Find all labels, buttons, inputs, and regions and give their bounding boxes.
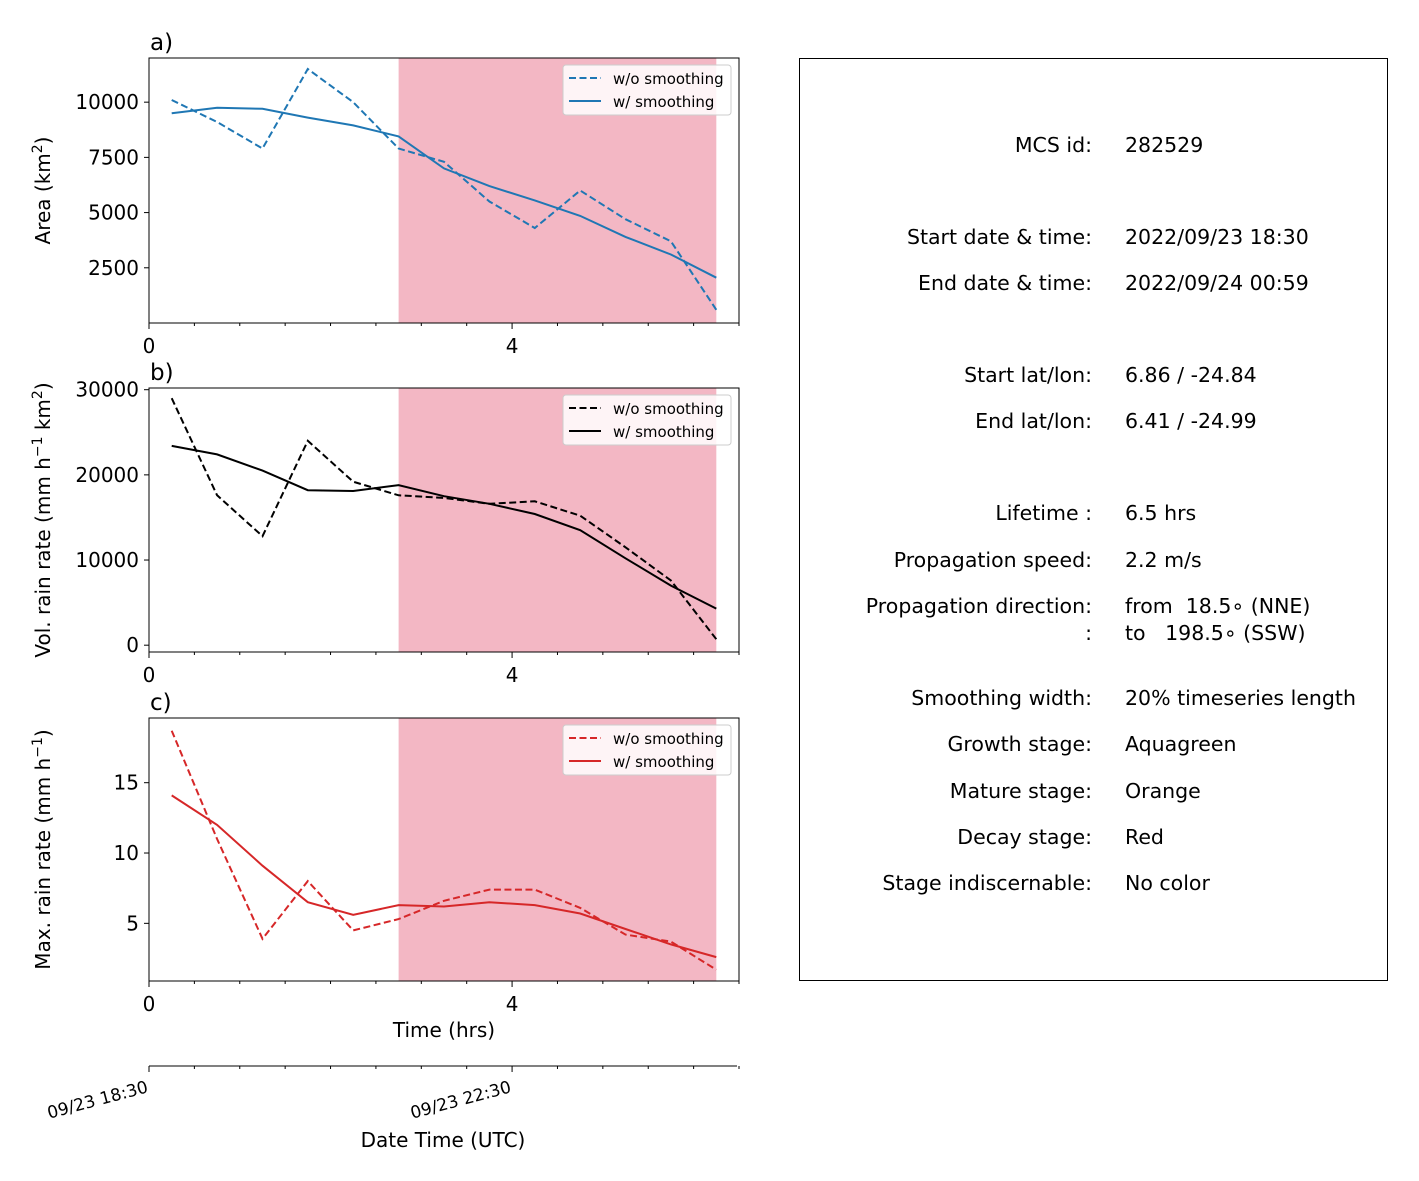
mcs-info-panel: MCS id: 282529 Start date & time: 2022/09/2… [799, 58, 1388, 981]
info-key: Propagation speed: [893, 548, 1092, 572]
axes-frame [148, 717, 740, 982]
info-row: Start lat/lon: 6.86 / -24.84 [800, 363, 1387, 391]
info-row: End date & time: 2022/09/24 00:59 [800, 271, 1387, 299]
info-value: Red [1125, 825, 1164, 849]
info-value: 282529 [1125, 133, 1204, 157]
panel-b: 0 10000 20000 30000 0 4 b) Vol. rain rate (mm h… [30, 360, 740, 687]
series-line-smoothed [171, 106, 717, 279]
x-tick-label: 4 [506, 334, 519, 358]
datetime-tick-label: 09/23 22:30 [408, 1078, 513, 1124]
legend-box [562, 394, 732, 446]
info-key: Decay stage: [957, 825, 1092, 849]
y-tick-label: 30000 [75, 378, 139, 402]
info-key: End date & time: [918, 271, 1092, 295]
series-line-raw [171, 67, 718, 311]
y-tick-label: 5 [126, 911, 139, 935]
panel-label: b) [150, 360, 174, 386]
axes-frame [148, 387, 740, 653]
info-value: 2022/09/24 00:59 [1125, 271, 1309, 295]
info-row: : to 198.5∘ (SSW) [800, 621, 1387, 649]
y-tick-label: 0 [126, 633, 139, 657]
info-row: Propagation speed: 2.2 m/s [800, 548, 1387, 576]
info-row: Propagation direction: from 18.5∘ (NNE) [800, 594, 1387, 622]
info-key: Smoothing width: [911, 686, 1092, 710]
panel-label: c) [150, 690, 172, 716]
info-row: End lat/lon: 6.41 / -24.99 [800, 409, 1387, 437]
series-line-raw [170, 730, 717, 971]
info-value: 6.5 hrs [1125, 501, 1197, 525]
y-tick-label: 10000 [75, 548, 139, 572]
info-key: Mature stage: [949, 779, 1092, 803]
info-key: Stage indiscernable: [882, 871, 1092, 895]
info-key: End lat/lon: [975, 409, 1092, 433]
datetime-tick-label: 09/23 18:30 [45, 1078, 150, 1124]
axes-frame [148, 57, 740, 324]
y-tick-label: 10000 [75, 90, 139, 114]
info-key: Propagation direction: [865, 594, 1092, 618]
x-tick-label: 0 [143, 334, 156, 358]
info-row: Lifetime : 6.5 hrs [800, 501, 1387, 529]
y-tick-label: 2500 [88, 256, 139, 280]
legend-box [562, 64, 732, 116]
info-row: Growth stage: Aquagreen [800, 732, 1387, 760]
panel-c: 5 10 15 0 4 c) Max. rain rate (mm h−1) w/o smoo… [30, 690, 740, 1042]
y-tick-label: 15 [114, 771, 139, 795]
legend-label-smoothed: w/ smoothing [613, 93, 714, 111]
y-axis-label: Area (km2) [30, 137, 55, 245]
series-line-raw [170, 397, 718, 640]
y-tick-label: 7500 [88, 145, 139, 169]
y-tick-label: 10 [114, 841, 139, 865]
info-row: Mature stage: Orange [800, 779, 1387, 807]
info-value: No color [1125, 871, 1210, 895]
legend-label-raw: w/o smoothing [613, 70, 724, 88]
series-line-smoothed [171, 444, 717, 610]
info-value: 2022/09/23 18:30 [1125, 225, 1309, 249]
info-row: Stage indiscernable: No color [800, 871, 1387, 899]
info-row: Start date & time: 2022/09/23 18:30 [800, 225, 1387, 253]
y-axis-label: Vol. rain rate (mm h−1 km2) [30, 382, 55, 657]
info-value: Aquagreen [1125, 732, 1237, 756]
info-value: Orange [1125, 779, 1201, 803]
info-value: 6.41 / -24.99 [1125, 409, 1257, 433]
info-value: 2.2 m/s [1125, 548, 1202, 572]
info-key: Growth stage: [947, 732, 1092, 756]
y-axis-label: Max. rain rate (mm h−1) [30, 729, 55, 969]
info-row: Smoothing width: 20% timeseries length [800, 686, 1387, 714]
x-tick-label: 4 [506, 663, 519, 687]
info-value: to 198.5∘ (SSW) [1125, 621, 1306, 645]
info-value: from 18.5∘ (NNE) [1125, 594, 1311, 618]
x-tick-label: 4 [506, 992, 519, 1016]
info-key: Start date & time: [906, 225, 1092, 249]
legend-label-raw: w/o smoothing [613, 730, 724, 748]
info-row: MCS id: 282529 [800, 133, 1387, 161]
legend-label-smoothed: w/ smoothing [613, 753, 714, 771]
y-tick-label: 20000 [75, 463, 139, 487]
x-axis-label: Time (hrs) [392, 1018, 495, 1042]
panel-label: a) [150, 30, 173, 56]
series-line-smoothed [171, 794, 717, 959]
datetime-axis-label: Date Time (UTC) [361, 1128, 526, 1152]
x-tick-label: 0 [143, 663, 156, 687]
info-row: Decay stage: Red [800, 825, 1387, 853]
info-key: Start lat/lon: [964, 363, 1092, 387]
legend-label-smoothed: w/ smoothing [613, 423, 714, 441]
y-tick-label: 5000 [88, 201, 139, 225]
datetime-axis: 09/23 18:30 09/23 22:30 Date Time (UTC) [45, 1065, 740, 1152]
legend-label-raw: w/o smoothing [613, 400, 724, 418]
x-tick-label: 0 [143, 992, 156, 1016]
info-value: 20% timeseries length [1125, 686, 1356, 710]
info-value: 6.86 / -24.84 [1125, 363, 1257, 387]
info-key: MCS id: [1014, 133, 1092, 157]
legend-box [562, 724, 732, 776]
info-key: : [1085, 621, 1092, 645]
panel-a: 2500 5000 7500 10000 0 4 a) Area (km2) w/o smoot… [30, 30, 740, 358]
info-key: Lifetime : [995, 501, 1092, 525]
